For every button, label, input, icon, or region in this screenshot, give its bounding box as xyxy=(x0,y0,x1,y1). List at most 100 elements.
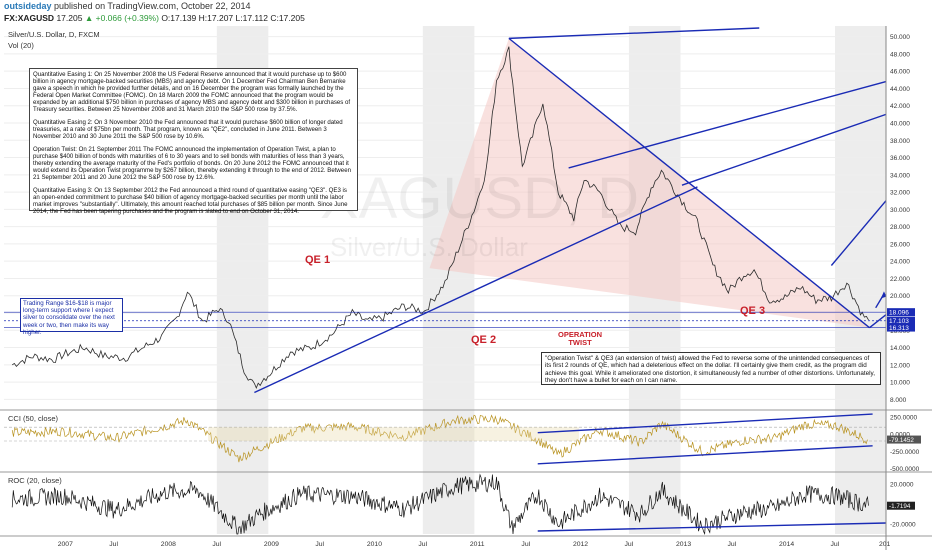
x-tick-label: 2008 xyxy=(161,541,176,548)
x-tick-label: 2013 xyxy=(676,541,691,548)
roc-last-tag xyxy=(887,501,915,510)
axes: 50.000 48.000 46.000 44.000 42.000 40.000 38.0… xyxy=(0,26,932,550)
price-tick-label: 38.000 xyxy=(890,138,910,145)
price-series-line xyxy=(11,46,869,389)
channel-line-2 xyxy=(681,113,887,186)
cci-lower-channel xyxy=(537,445,873,465)
x-tick-label: 2014 xyxy=(779,541,794,548)
operation-twist-note: "Operation Twist" & QE3 (an extension of… xyxy=(541,352,881,385)
main-panel-title: Silver/U.S. Dollar, D, FXCM xyxy=(8,30,100,39)
volume-label: Vol (20) xyxy=(8,41,34,50)
price-tick-label: 32.000 xyxy=(890,190,910,197)
price-change: +0.066 (+0.39%) xyxy=(95,13,159,23)
roc-panel xyxy=(11,473,869,535)
watermark-symbol: XAGUSD, D xyxy=(320,166,640,231)
cci-last-label: -79.1452 xyxy=(889,437,914,444)
cci-series-line xyxy=(11,414,868,463)
trading-range-note: Trading Range $16-$18 is major long-term… xyxy=(20,298,123,336)
price-tick-label: 50.000 xyxy=(890,34,910,41)
qe2-label: QE 2 xyxy=(471,334,497,346)
qe2-paragraph: Quantitative Easing 2: On 3 November 201… xyxy=(33,119,343,140)
trend-lines xyxy=(254,27,887,532)
operation-twist-label: OPERATION TWIST xyxy=(557,330,603,347)
author-link[interactable]: outsideday xyxy=(4,1,52,11)
year-band-1 xyxy=(422,26,475,534)
qe1-paragraph: Quantitative Easing 1: On 25 November 20… xyxy=(33,71,351,113)
x-tick-label: 2010 xyxy=(367,541,382,548)
qe1-label: QE 1 xyxy=(305,254,331,266)
price-tick-label: 26.000 xyxy=(890,241,910,248)
x-tick-label: 2007 xyxy=(58,541,73,548)
qe3-label: QE 3 xyxy=(740,305,766,317)
x-tick-label: 2011 xyxy=(470,541,485,548)
price-tag-bg-2 xyxy=(887,323,915,332)
roc-last-label: -1.7194 xyxy=(889,503,911,510)
price-tick-label: 46.000 xyxy=(890,69,910,76)
price-tick-label: 14.000 xyxy=(890,345,910,352)
cci-tick-label: 0.0000 xyxy=(890,432,910,439)
last-price: 17.205 xyxy=(56,13,83,23)
x-tick-label: Jul xyxy=(418,541,427,548)
x-tick-label: Jul xyxy=(728,541,737,548)
roc-tick-label: -20.0000 xyxy=(890,522,916,529)
chart-header: outsideday published on TradingView.com,… xyxy=(0,0,932,26)
x-tick-label: Jul xyxy=(315,541,324,548)
price-tick-label: 36.000 xyxy=(890,155,910,162)
channel-line-3 xyxy=(830,200,887,266)
cci-band xyxy=(208,427,579,441)
x-tick-label: Jul xyxy=(624,541,633,548)
price-tick-label: 30.000 xyxy=(890,207,910,214)
cci-tick-label: -250.0000 xyxy=(890,449,920,456)
cci-tick-label: -500.0000 xyxy=(890,466,920,473)
up-arrow-head xyxy=(880,291,887,299)
x-tick-label: Jul xyxy=(212,541,221,548)
year-band-3 xyxy=(835,26,887,534)
price-tag-bg-0 xyxy=(887,308,915,317)
price-tick-label: 20.000 xyxy=(890,293,910,300)
publish-date: published on TradingView.com, October 22… xyxy=(54,1,251,11)
cci-tick-label: 250.0000 xyxy=(890,414,917,421)
price-tick-label: 40.000 xyxy=(890,121,910,128)
upper-channel-line xyxy=(508,27,760,40)
x-tick-label: Jul xyxy=(521,541,530,548)
price-tick-label: 8.000 xyxy=(890,397,907,404)
price-tag-label: 16.313 xyxy=(889,325,909,332)
price-tick-label: 10.000 xyxy=(890,380,910,387)
twist-paragraph: Operation Twist: On 21 September 2011 Th… xyxy=(33,146,351,181)
price-tag-label: 17.103 xyxy=(889,318,909,325)
price-tag-label: 18.096 xyxy=(889,310,909,317)
price-tag-bg-1 xyxy=(887,316,915,325)
up-arrow-icon: ▲ xyxy=(84,13,94,23)
chart-area[interactable]: 50.000 48.000 46.000 44.000 42.000 40.000 38.0… xyxy=(0,26,932,550)
roc-tick-label: 20.0000 xyxy=(890,482,914,489)
cci-panel-title: CCI (50, close) xyxy=(8,414,59,423)
roc-series-line xyxy=(11,473,869,535)
x-tick-label: 2012 xyxy=(573,541,588,548)
x-tick-label: Jul xyxy=(831,541,840,548)
price-tick-label: 48.000 xyxy=(890,51,910,58)
publish-line: outsideday published on TradingView.com,… xyxy=(4,1,251,11)
price-tick-label: 22.000 xyxy=(890,276,910,283)
price-tick-label: 24.000 xyxy=(890,259,910,266)
channel-line-1 xyxy=(568,80,887,169)
uptrend-line xyxy=(254,186,698,394)
x-tick-label: Jul xyxy=(109,541,118,548)
apex-line xyxy=(869,314,887,329)
price-tick-label: 28.000 xyxy=(890,224,910,231)
qe-history-note: Quantitative Easing 1: On 25 November 20… xyxy=(29,68,358,215)
qe3-paragraph: Quantitative Easing 3: On 13 September 2… xyxy=(33,187,348,215)
ohlc-values: O:17.139 H:17.207 L:17.112 C:17.205 xyxy=(161,13,305,23)
watermark-name: Silver/U.S. Dollar xyxy=(330,232,528,262)
triangle-wedge xyxy=(429,38,870,328)
roc-panel-title: ROC (20, close) xyxy=(8,476,62,485)
x-tick-label: 201 xyxy=(879,541,891,548)
price-tick-label: 12.000 xyxy=(890,362,910,369)
quote-line: FX:XAGUSD 17.205 ▲ +0.066 (+0.39%) O:17.… xyxy=(4,13,305,23)
price-tick-label: 42.000 xyxy=(890,103,910,110)
cci-upper-channel xyxy=(537,413,873,434)
cci-last-tag xyxy=(887,435,921,444)
symbol-label: FX:XAGUSD xyxy=(4,13,55,23)
price-tick-label: 34.000 xyxy=(890,172,910,179)
price-panel xyxy=(4,46,886,389)
roc-lower-channel xyxy=(537,522,887,532)
